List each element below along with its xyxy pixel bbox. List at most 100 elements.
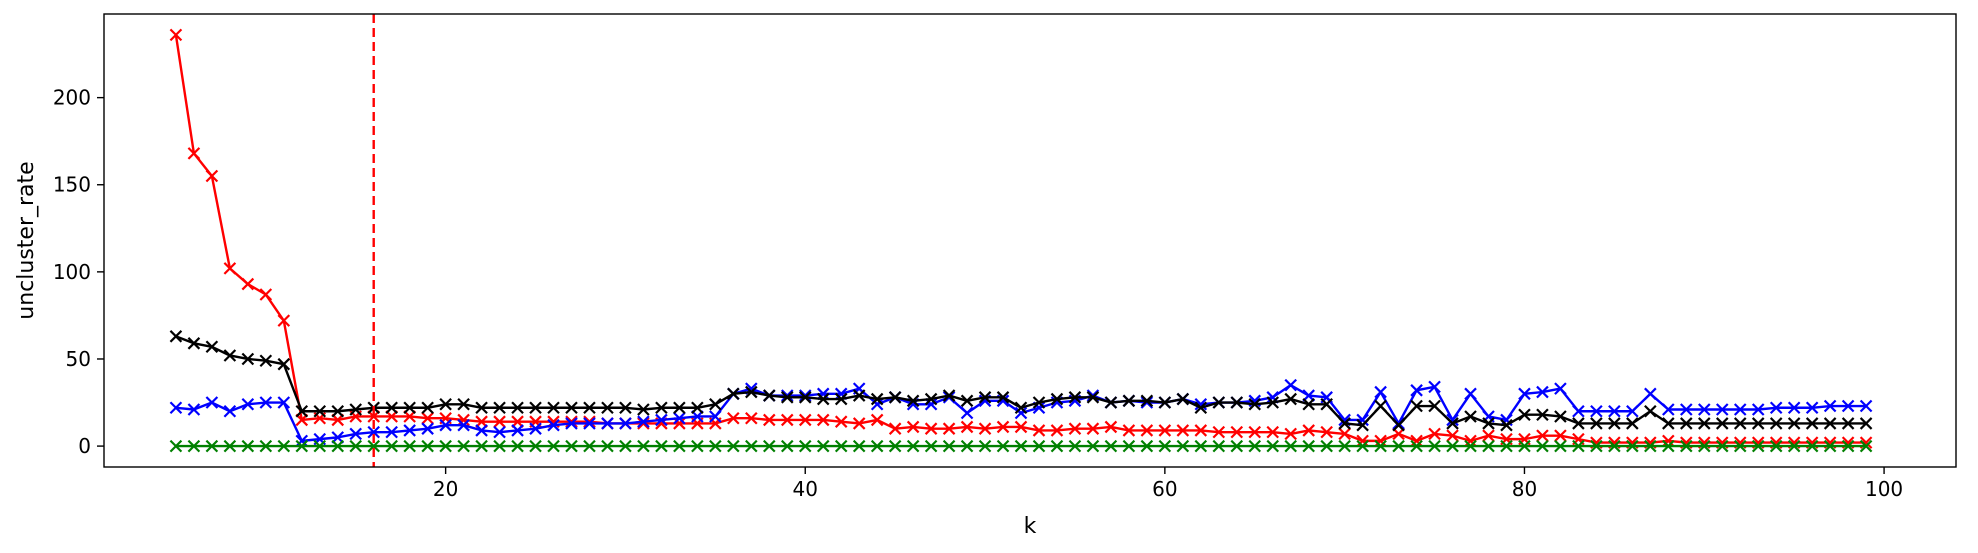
marker-stroke xyxy=(187,337,201,350)
data-point xyxy=(1518,439,1531,453)
data-point xyxy=(816,439,830,453)
marker-stroke xyxy=(906,394,920,408)
data-point xyxy=(601,417,614,430)
marker-stroke xyxy=(1338,439,1351,453)
marker-stroke xyxy=(1320,397,1333,411)
marker-stroke xyxy=(1014,401,1028,415)
marker-stroke xyxy=(259,396,273,409)
data-point xyxy=(1248,397,1262,411)
marker-stroke xyxy=(655,413,668,427)
data-point xyxy=(583,415,596,428)
marker-stroke xyxy=(924,397,938,411)
data-point xyxy=(1356,439,1369,453)
marker-stroke xyxy=(1050,392,1064,406)
data-point xyxy=(1374,385,1387,399)
data-point xyxy=(798,439,812,453)
marker-stroke xyxy=(1697,403,1711,416)
data-point xyxy=(475,401,488,415)
marker-stroke xyxy=(1086,391,1100,404)
data-point xyxy=(1482,417,1495,430)
data-point xyxy=(1428,380,1441,394)
data-point xyxy=(439,439,452,453)
marker-stroke xyxy=(1662,434,1675,448)
data-point xyxy=(259,396,273,409)
marker-stroke xyxy=(583,401,596,415)
data-point xyxy=(1374,434,1387,448)
data-point xyxy=(223,262,237,275)
data-point xyxy=(277,314,291,327)
data-point xyxy=(1697,403,1711,416)
data-point xyxy=(1859,439,1873,453)
data-point xyxy=(996,420,1010,434)
marker-stroke xyxy=(870,397,884,411)
data-point xyxy=(1014,406,1028,420)
data-point xyxy=(727,439,740,453)
marker-stroke xyxy=(852,439,866,453)
data-point xyxy=(1212,425,1226,439)
data-point xyxy=(529,401,542,415)
data-point xyxy=(619,417,632,430)
marker-stroke xyxy=(565,417,578,430)
data-point xyxy=(565,415,578,428)
marker-stroke xyxy=(1284,392,1297,406)
data-point xyxy=(313,404,327,418)
data-point xyxy=(1158,439,1172,453)
data-point xyxy=(457,413,470,427)
marker-stroke xyxy=(1266,439,1280,453)
marker-stroke xyxy=(673,439,686,453)
data-point xyxy=(619,439,632,453)
marker-stroke xyxy=(1590,439,1603,453)
data-point xyxy=(780,439,794,453)
data-point xyxy=(421,411,434,425)
data-point xyxy=(709,410,722,423)
data-point xyxy=(655,439,668,453)
marker-stroke xyxy=(1482,439,1495,453)
marker-stroke xyxy=(367,439,380,453)
marker-stroke xyxy=(277,396,291,409)
marker-stroke xyxy=(1248,425,1262,439)
data-point xyxy=(1014,439,1028,453)
marker-stroke xyxy=(1715,417,1729,430)
marker-stroke xyxy=(205,169,219,183)
data-point xyxy=(1392,418,1405,432)
data-point xyxy=(1464,410,1477,423)
marker-stroke xyxy=(1194,424,1208,437)
data-point xyxy=(1050,439,1064,453)
marker-stroke xyxy=(1068,391,1082,404)
marker-stroke xyxy=(583,417,596,430)
marker-stroke xyxy=(1805,417,1819,430)
marker-stroke xyxy=(978,391,992,404)
marker-stroke xyxy=(475,439,488,453)
marker-stroke xyxy=(169,439,183,453)
marker-stroke xyxy=(709,397,722,411)
y-tick-label: 0 xyxy=(78,434,91,458)
data-point xyxy=(241,352,255,366)
marker-stroke xyxy=(295,434,309,448)
data-point xyxy=(295,439,309,453)
marker-stroke xyxy=(798,389,812,402)
marker-stroke xyxy=(421,422,434,435)
marker-stroke xyxy=(331,439,345,453)
data-point xyxy=(1482,439,1495,453)
marker-stroke xyxy=(780,413,794,427)
y-tick-label: 50 xyxy=(66,347,91,371)
data-point xyxy=(403,401,416,415)
marker-stroke xyxy=(1356,434,1369,448)
marker-stroke xyxy=(1086,439,1100,453)
data-point xyxy=(493,415,506,428)
marker-stroke xyxy=(1122,394,1136,408)
data-point xyxy=(1176,392,1190,406)
data-point xyxy=(1230,425,1244,439)
marker-stroke xyxy=(295,404,309,418)
data-point xyxy=(619,401,632,415)
data-point xyxy=(1050,424,1064,437)
data-point xyxy=(1428,427,1441,441)
data-point xyxy=(1590,417,1603,430)
marker-stroke xyxy=(1715,403,1729,416)
marker-stroke xyxy=(745,439,758,453)
data-point xyxy=(1212,396,1226,409)
data-point xyxy=(565,417,578,430)
data-point xyxy=(1769,417,1783,430)
marker-stroke xyxy=(1464,387,1477,401)
marker-stroke xyxy=(1284,378,1297,392)
